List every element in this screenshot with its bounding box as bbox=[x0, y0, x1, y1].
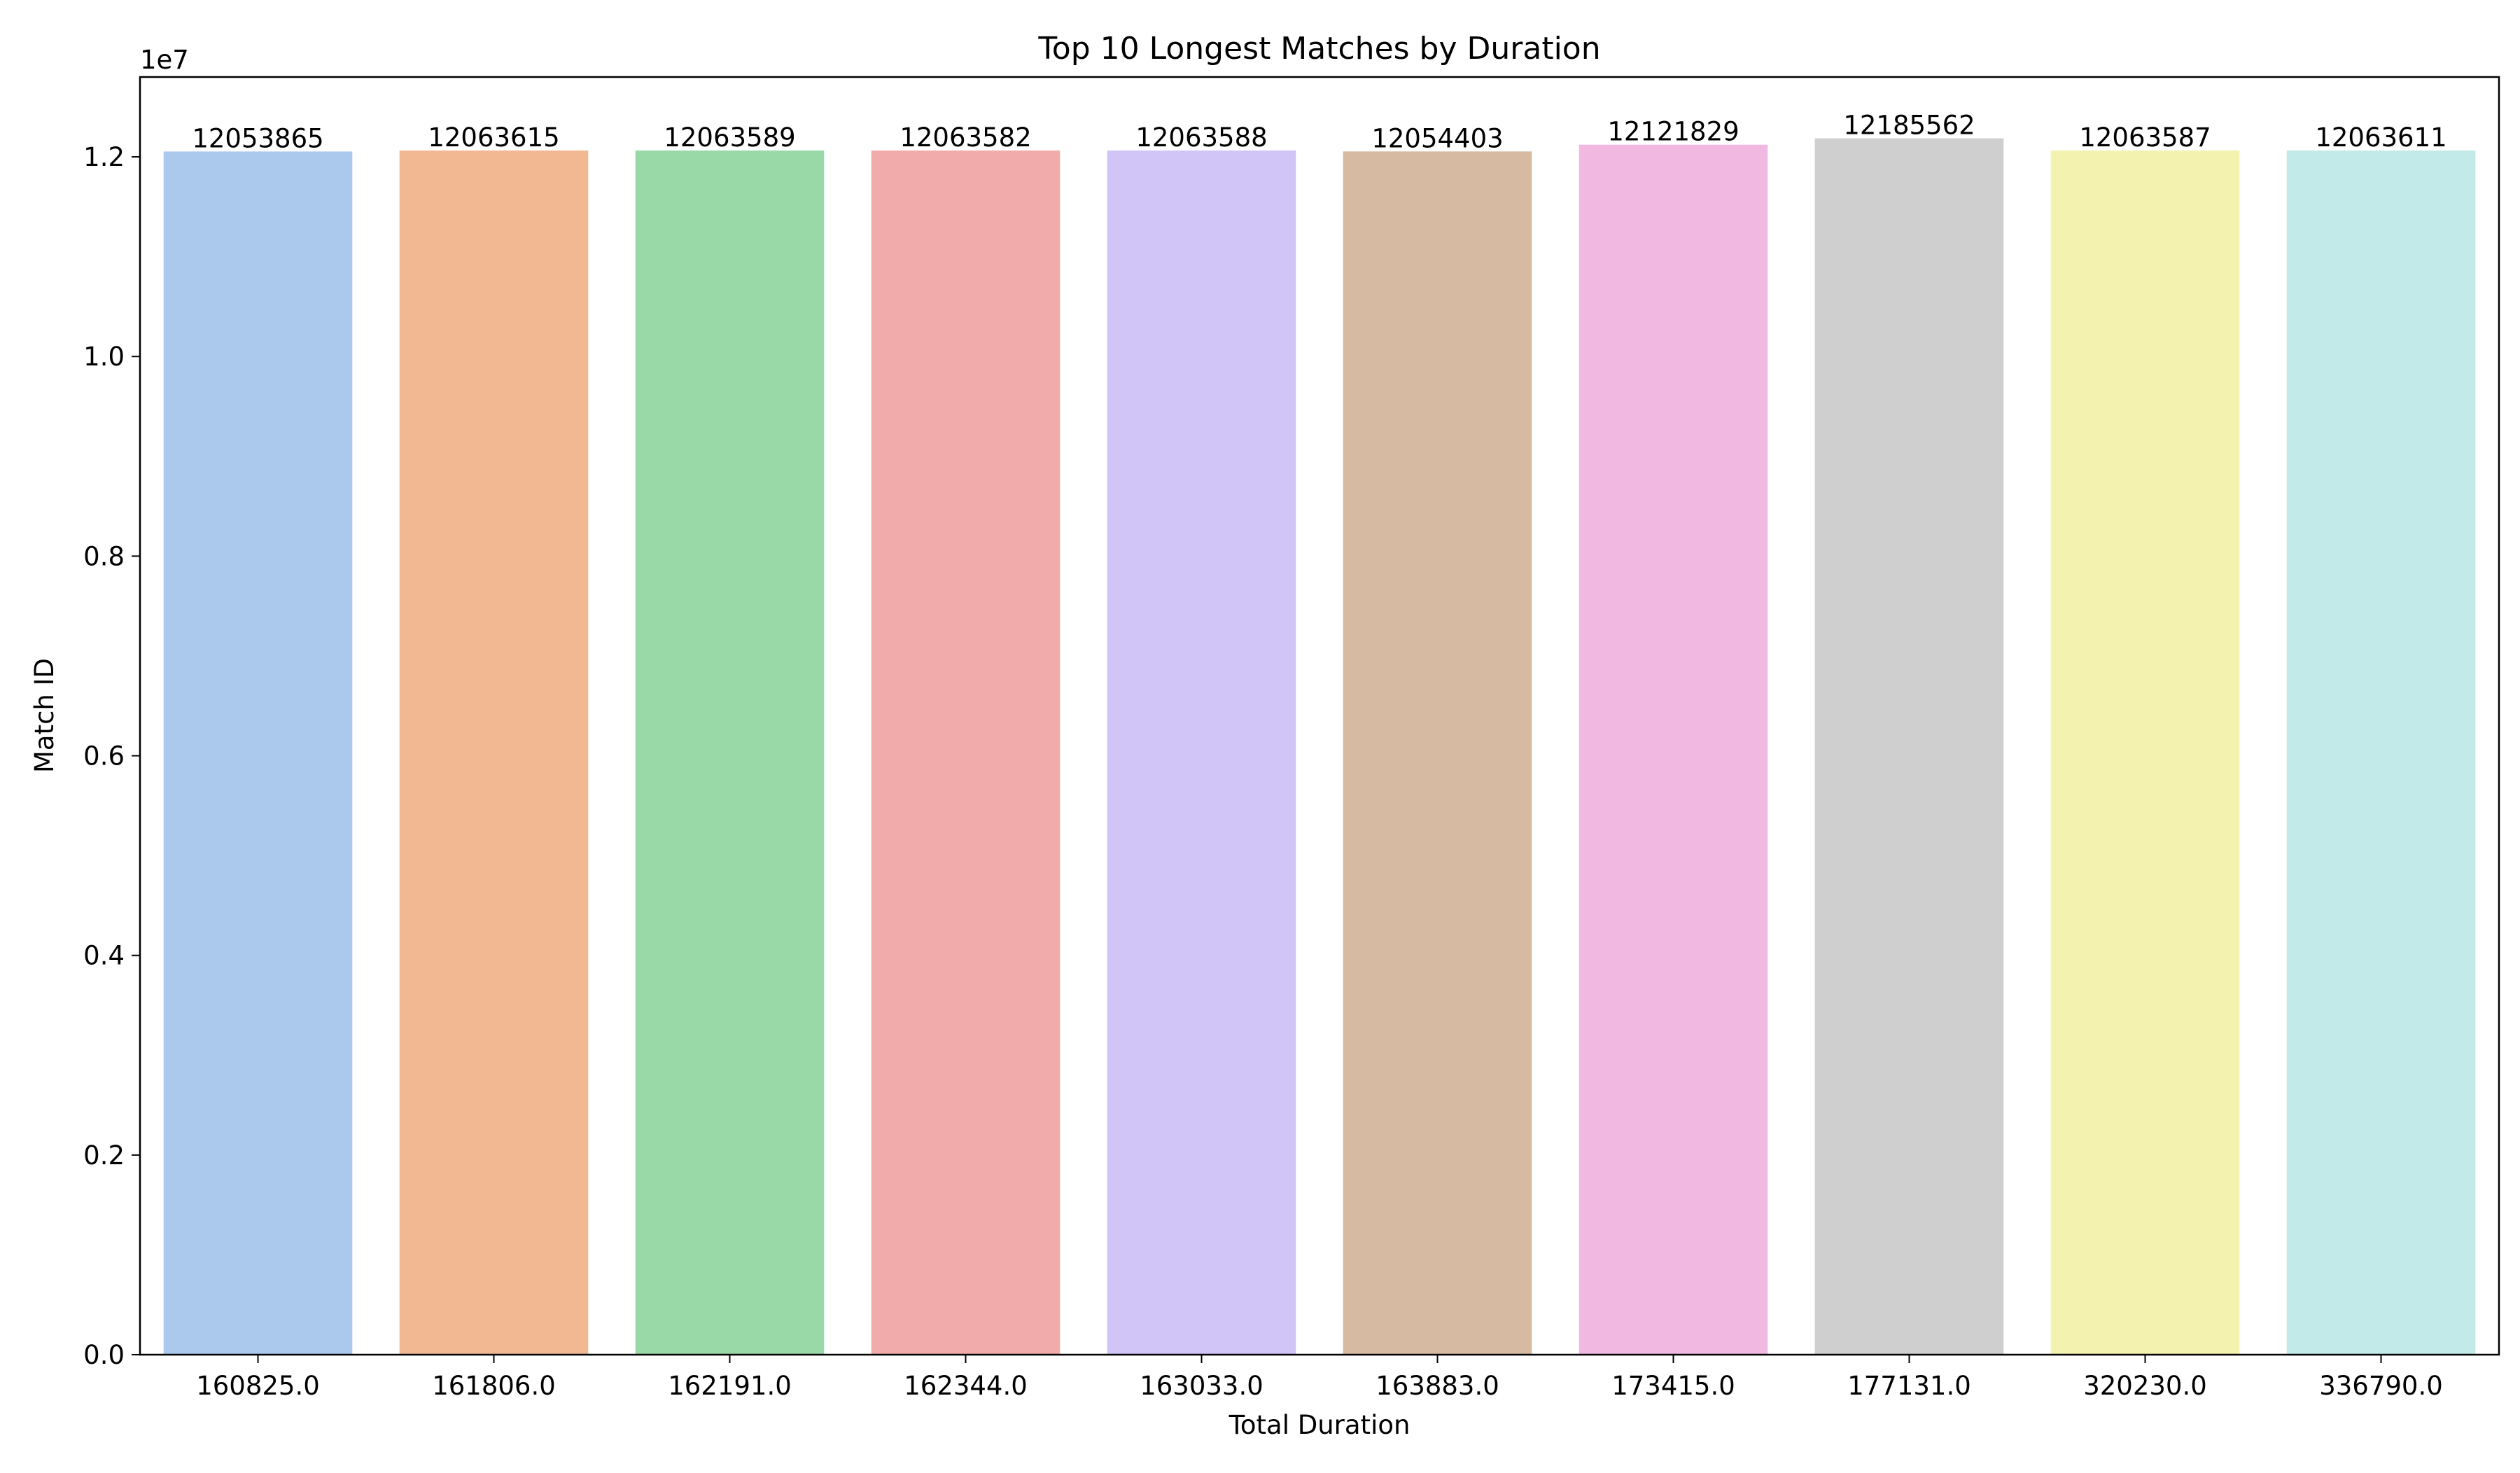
x-axis-title: Total Duration bbox=[1228, 1410, 1410, 1440]
data-label: 12063587 bbox=[2079, 123, 2211, 153]
y-tick-label: 0.4 bbox=[83, 941, 125, 971]
bar-173415.0 bbox=[1579, 145, 1768, 1355]
x-tick-label: 320230.0 bbox=[2083, 1371, 2207, 1401]
data-label: 12054403 bbox=[1371, 123, 1503, 153]
bar-161806.0 bbox=[400, 151, 589, 1355]
y-axis-offset-label: 1e7 bbox=[140, 45, 189, 75]
y-tick-label: 0.2 bbox=[83, 1140, 125, 1171]
data-label: 12063615 bbox=[428, 123, 559, 153]
data-label: 12053865 bbox=[192, 123, 323, 153]
data-label: 12063588 bbox=[1135, 123, 1267, 153]
bar-163883.0 bbox=[1343, 151, 1532, 1355]
bar-162191.0 bbox=[636, 151, 825, 1355]
x-tick-label: 162344.0 bbox=[904, 1371, 1028, 1401]
bar-163033.0 bbox=[1107, 151, 1296, 1355]
data-label: 12185562 bbox=[1843, 111, 1975, 141]
bar-160825.0 bbox=[164, 151, 353, 1355]
bar-162344.0 bbox=[872, 151, 1060, 1355]
data-label: 12063611 bbox=[2315, 123, 2446, 153]
x-tick-label: 162191.0 bbox=[668, 1371, 792, 1401]
y-tick-label: 0.0 bbox=[83, 1340, 125, 1370]
x-tick-label: 173415.0 bbox=[1611, 1371, 1735, 1401]
x-tick-label: 177131.0 bbox=[1847, 1371, 1971, 1401]
bar-336790.0 bbox=[2287, 151, 2476, 1355]
y-tick-label: 0.6 bbox=[83, 741, 125, 772]
x-tick-label: 161806.0 bbox=[432, 1371, 556, 1401]
y-tick-label: 1.0 bbox=[83, 342, 125, 372]
x-tick-label: 163883.0 bbox=[1376, 1371, 1499, 1401]
data-label: 12121829 bbox=[1607, 117, 1739, 147]
bar-177131.0 bbox=[1815, 139, 2004, 1355]
y-axis-title: Match ID bbox=[29, 658, 59, 773]
x-tick-label: 163033.0 bbox=[1140, 1371, 1264, 1401]
data-label: 12063582 bbox=[899, 123, 1031, 153]
x-tick-label: 336790.0 bbox=[2319, 1371, 2443, 1401]
bar-320230.0 bbox=[2051, 151, 2240, 1355]
y-tick-label: 1.2 bbox=[83, 142, 125, 172]
x-tick-label: 160825.0 bbox=[196, 1371, 320, 1401]
data-label: 12063589 bbox=[664, 123, 795, 153]
chart-title: Top 10 Longest Matches by Duration bbox=[1037, 31, 1600, 67]
y-tick-label: 0.8 bbox=[83, 541, 125, 571]
